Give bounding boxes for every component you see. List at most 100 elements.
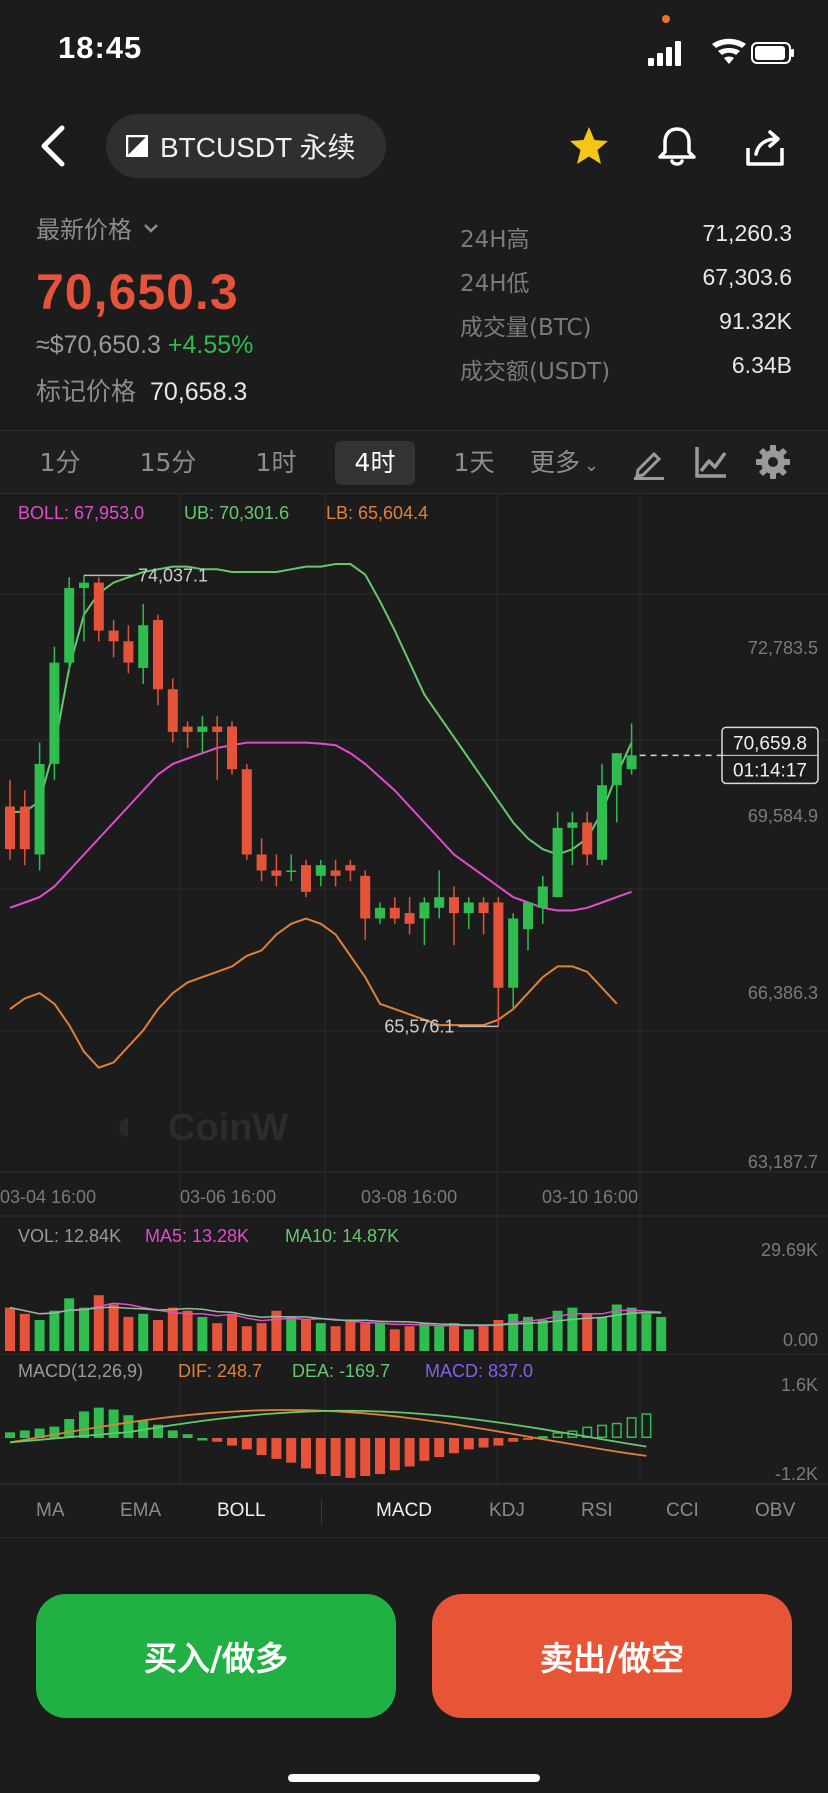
drawing-pen-icon[interactable]	[630, 443, 668, 481]
macd-bar	[5, 1432, 15, 1438]
volume-bar	[315, 1323, 326, 1351]
current-price-marker: 70,659.8 01:14:17	[639, 726, 819, 785]
time-tick: 03-10 16:00	[542, 1187, 638, 1207]
candle-body	[537, 886, 548, 908]
battery-icon	[751, 42, 794, 64]
buy-long-button[interactable]: 买入/做多	[36, 1594, 396, 1718]
volume-bar	[182, 1310, 193, 1351]
candle-body	[19, 806, 30, 850]
stat-label: 24H高	[460, 227, 530, 253]
volume-bar	[375, 1323, 385, 1351]
sell-short-button[interactable]: 卖出/做空	[432, 1594, 792, 1718]
candle-body	[256, 854, 267, 871]
volume-bar	[241, 1326, 252, 1351]
candle-body	[404, 913, 415, 924]
tab-timeframe-1d[interactable]: 1天	[453, 448, 495, 477]
boll-legend: BOLL: 67,953.0 UB: 70,301.6 LB: 65,604.4	[18, 503, 428, 523]
tab-indicator-kdj[interactable]: KDJ	[489, 1500, 525, 1521]
status-icons	[648, 38, 794, 66]
stat-label: 成交额(USDT)	[460, 359, 611, 385]
macd-bar	[182, 1434, 193, 1439]
macd-bar	[641, 1413, 652, 1438]
price-type-selector[interactable]: 最新价格	[36, 210, 456, 245]
macd-bar	[508, 1438, 519, 1442]
mark-price-value: 70,658.3	[150, 378, 248, 406]
share-icon[interactable]	[742, 124, 788, 170]
volume-bar	[345, 1320, 356, 1351]
stat-value: 91.32K	[719, 308, 792, 334]
macd-bar	[330, 1438, 341, 1476]
tab-timeframe-1h[interactable]: 1时	[255, 448, 297, 477]
indicator-tabs: MA EMA BOLL MACD KDJ RSI CCI OBV	[0, 1484, 828, 1538]
candle-body	[449, 897, 459, 914]
macd-legend: MACD(12,26,9) DIF: 248.7 DEA: -169.7 MAC…	[18, 1361, 818, 1484]
pair-selector[interactable]: BTCUSDT 永续	[106, 114, 386, 178]
macd-bar	[271, 1438, 282, 1459]
high-marker-label: 74,037.1	[138, 565, 208, 585]
candle-body	[286, 870, 297, 872]
macd-bar	[79, 1411, 89, 1439]
volume-bar	[108, 1304, 119, 1351]
volume-bar	[49, 1310, 60, 1351]
tab-timeframe-1m[interactable]: 1分	[39, 448, 81, 477]
macd-bar	[419, 1438, 430, 1461]
stat-row: 24H低 67,303.6	[460, 264, 792, 308]
volume-bar	[34, 1320, 45, 1351]
macd-histogram	[5, 1407, 652, 1478]
stat-value: 67,303.6	[702, 264, 792, 290]
candle-body	[49, 662, 60, 764]
price-type-label: 最新价格	[36, 216, 132, 244]
home-indicator	[288, 1774, 540, 1782]
stat-value: 6.34B	[731, 352, 792, 378]
volume-bar	[404, 1326, 415, 1351]
tab-timeframe-15m[interactable]: 15分	[139, 448, 197, 477]
more-chevron-icon: ⌄	[584, 455, 600, 476]
indicator-chart-icon[interactable]	[692, 443, 730, 481]
cellular-signal-icon	[648, 41, 681, 66]
candle-body	[626, 755, 637, 770]
candle-body	[552, 827, 563, 898]
back-button[interactable]	[30, 120, 78, 172]
macd-bar	[597, 1424, 607, 1439]
tab-indicator-ema[interactable]: EMA	[120, 1500, 162, 1521]
pair-name: BTCUSDT 永续	[160, 132, 356, 163]
price-alert-bell-icon[interactable]	[654, 124, 700, 170]
vol-label: VOL: 12.84K	[18, 1226, 121, 1246]
macd-title: MACD(12,26,9)	[18, 1361, 143, 1381]
macd-bar	[345, 1438, 356, 1478]
macd-bar	[241, 1438, 252, 1450]
tab-indicator-macd[interactable]: MACD	[376, 1500, 432, 1521]
macd-dif-label: DIF: 248.7	[178, 1361, 262, 1381]
macd-max-tick: 1.6K	[781, 1375, 818, 1395]
kline-chart[interactable]: ◖ CoinW BOLL: 67,953.0 UB: 70,301.6 LB: …	[0, 494, 828, 1484]
macd-bar	[434, 1438, 445, 1457]
tab-timeframe-more[interactable]: 更多 ⌄	[530, 441, 620, 485]
volume-bar	[463, 1329, 474, 1351]
chart-settings-gear-icon[interactable]	[754, 443, 792, 481]
candle-body	[241, 769, 252, 855]
tab-timeframe-4h[interactable]: 4时	[335, 441, 415, 485]
volume-bar	[419, 1323, 430, 1351]
market-stats: 24H高 71,260.3 24H低 67,303.6 成交量(BTC) 91.32K…	[460, 220, 792, 396]
candle-body	[79, 582, 89, 588]
candle-body	[301, 865, 311, 892]
vol-zero-tick: 0.00	[783, 1330, 818, 1350]
volume-bar	[567, 1307, 578, 1351]
favorite-star-icon[interactable]	[566, 124, 612, 170]
macd-dea-line	[9, 1409, 647, 1448]
macd-bar	[449, 1438, 459, 1454]
tab-indicator-boll[interactable]: BOLL	[217, 1500, 266, 1521]
tab-indicator-obv[interactable]: OBV	[755, 1500, 796, 1521]
tab-indicator-rsi[interactable]: RSI	[581, 1500, 613, 1521]
volume-bar	[138, 1313, 149, 1351]
volume-bar	[197, 1316, 208, 1351]
macd-bar	[153, 1424, 163, 1439]
stat-label: 成交量(BTC)	[460, 315, 592, 341]
candle-countdown-label: 01:14:17	[733, 760, 807, 781]
volume-bar	[256, 1323, 267, 1351]
candle-body	[463, 902, 474, 914]
macd-dea-label: DEA: -169.7	[292, 1361, 390, 1381]
tab-indicator-ma[interactable]: MA	[36, 1500, 65, 1521]
volume-bar	[123, 1316, 134, 1351]
tab-indicator-cci[interactable]: CCI	[666, 1500, 699, 1521]
